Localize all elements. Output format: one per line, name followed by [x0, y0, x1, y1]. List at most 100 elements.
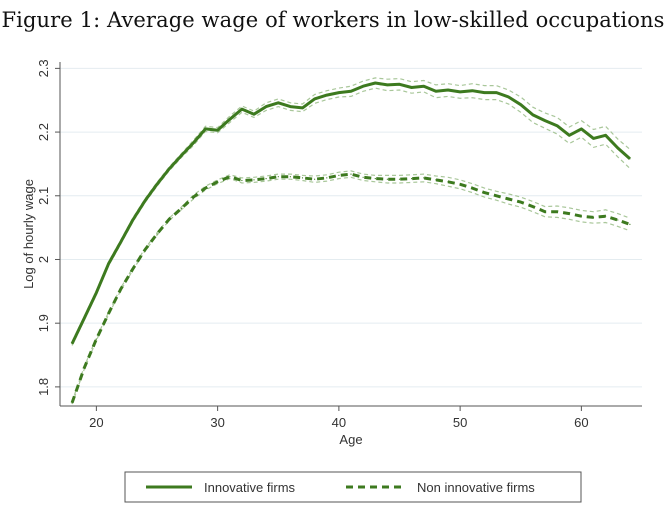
data-point [95, 338, 97, 340]
data-point [253, 113, 255, 115]
data-point [617, 219, 619, 221]
data-point [568, 134, 570, 136]
data-point [83, 317, 85, 319]
data-point [471, 187, 473, 189]
data-point [362, 176, 364, 178]
data-point [265, 178, 267, 180]
data-point [605, 215, 607, 217]
data-point [435, 90, 437, 92]
data-point [168, 218, 170, 220]
x-tick-label: 20 [89, 415, 103, 430]
data-point [447, 181, 449, 183]
data-point [277, 102, 279, 104]
data-point [120, 288, 122, 290]
data-point [204, 187, 207, 189]
data-point [411, 86, 413, 89]
legend-label-non-innovative: Non innovative firms [417, 480, 535, 495]
data-point [617, 147, 619, 149]
legend-label-innovative: Innovative firms [204, 480, 296, 495]
chart-background [10, 46, 658, 504]
x-tick-label: 50 [453, 415, 467, 430]
data-point [544, 211, 546, 213]
data-point [435, 179, 437, 181]
data-point [532, 206, 534, 208]
data-point [495, 92, 498, 94]
y-axis-label: Log of hourly wage [21, 179, 36, 289]
data-point [398, 83, 401, 85]
data-point [107, 313, 110, 315]
x-tick-label: 30 [210, 415, 224, 430]
axes [55, 62, 642, 411]
data-point [580, 128, 583, 130]
data-point [629, 158, 631, 160]
data-point [374, 178, 376, 180]
data-point [229, 118, 231, 120]
data-point [508, 96, 510, 98]
y-tick-label: 2.1 [36, 187, 51, 205]
y-tick-label: 2 [36, 256, 51, 263]
data-point [217, 129, 219, 131]
data-point [217, 181, 219, 183]
data-point [629, 223, 631, 225]
data-point [374, 82, 376, 84]
y-tick-label: 1.8 [36, 378, 51, 396]
data-point [508, 198, 510, 200]
data-point [83, 367, 85, 369]
data-point [144, 249, 146, 251]
data-point [241, 179, 243, 182]
data-point [556, 125, 558, 127]
data-point [132, 268, 134, 270]
data-point [289, 176, 291, 178]
data-point [544, 120, 546, 122]
data-point [95, 292, 97, 294]
data-point [338, 92, 340, 94]
data-point [592, 216, 595, 218]
data-point [326, 94, 328, 96]
data-point [556, 211, 558, 213]
data-point [580, 215, 583, 217]
data-point [107, 263, 110, 265]
data-point [338, 174, 340, 176]
data-point [520, 201, 522, 203]
data-point [520, 104, 522, 106]
data-point [192, 142, 194, 144]
data-point [605, 134, 607, 136]
x-axis-label: Age [339, 432, 362, 447]
data-point [314, 178, 316, 180]
data-point [495, 195, 498, 197]
data-point [386, 178, 388, 180]
data-point [398, 178, 401, 180]
data-point [289, 106, 291, 108]
data-point [423, 85, 425, 87]
data-point [180, 207, 182, 210]
data-point [301, 177, 304, 179]
data-point [204, 128, 207, 130]
data-point [241, 108, 243, 110]
gridlines [60, 67, 642, 388]
data-point [459, 91, 461, 93]
data-point [71, 402, 73, 404]
data-point [459, 183, 461, 185]
y-tick-label: 2.2 [36, 123, 51, 141]
data-point [350, 90, 352, 92]
data-point [265, 106, 267, 108]
data-point [532, 114, 534, 116]
data-point [192, 196, 194, 198]
data-point [168, 168, 170, 170]
data-point [411, 178, 413, 180]
x-tick-label: 60 [574, 415, 588, 430]
data-point [362, 85, 364, 87]
data-point [483, 192, 485, 194]
ci-lower-1 [71, 176, 631, 405]
data-point [301, 107, 304, 109]
data-point [386, 84, 388, 86]
data-point [350, 173, 352, 175]
data-point [277, 176, 279, 178]
data-point [132, 219, 134, 221]
data-point [120, 241, 122, 243]
data-point [253, 179, 255, 181]
y-tick-label: 2.3 [36, 59, 51, 77]
data-point [144, 200, 146, 202]
data-point [592, 137, 595, 139]
